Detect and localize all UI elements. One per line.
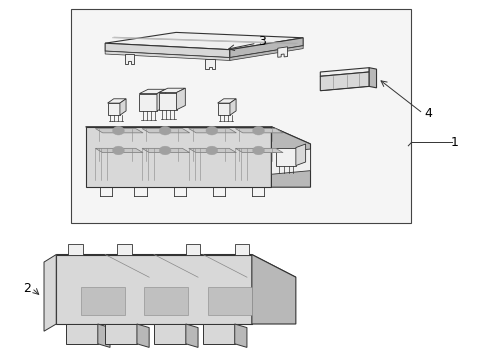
Polygon shape — [98, 324, 110, 347]
Polygon shape — [159, 88, 185, 93]
Polygon shape — [176, 88, 185, 110]
Polygon shape — [234, 244, 249, 255]
Polygon shape — [185, 324, 198, 347]
Circle shape — [252, 126, 264, 135]
Circle shape — [159, 146, 171, 155]
Polygon shape — [235, 129, 283, 133]
Polygon shape — [44, 255, 56, 331]
Polygon shape — [137, 324, 149, 347]
Polygon shape — [144, 287, 188, 315]
Bar — [71, 9, 410, 223]
Polygon shape — [95, 129, 142, 133]
Polygon shape — [217, 103, 229, 115]
Polygon shape — [117, 244, 132, 255]
Polygon shape — [95, 148, 142, 153]
Circle shape — [205, 146, 217, 155]
Polygon shape — [85, 127, 310, 144]
Polygon shape — [159, 93, 176, 110]
Polygon shape — [271, 127, 310, 187]
Polygon shape — [205, 59, 215, 69]
Polygon shape — [68, 244, 83, 255]
Text: 3: 3 — [257, 35, 265, 48]
Polygon shape — [142, 148, 189, 153]
Polygon shape — [105, 51, 229, 60]
Polygon shape — [234, 324, 246, 347]
Polygon shape — [368, 68, 376, 88]
Polygon shape — [81, 287, 124, 315]
Polygon shape — [56, 255, 295, 277]
Polygon shape — [157, 89, 165, 111]
Polygon shape — [56, 255, 251, 324]
Polygon shape — [188, 148, 236, 153]
Polygon shape — [185, 244, 200, 255]
Polygon shape — [142, 129, 189, 133]
Polygon shape — [188, 129, 236, 133]
Polygon shape — [229, 99, 236, 115]
Polygon shape — [217, 99, 236, 103]
Polygon shape — [124, 54, 134, 64]
Polygon shape — [66, 324, 98, 344]
Circle shape — [112, 126, 124, 135]
Text: 4: 4 — [423, 107, 431, 120]
Polygon shape — [320, 68, 368, 76]
Polygon shape — [203, 324, 234, 344]
Polygon shape — [277, 47, 287, 57]
Text: 1: 1 — [450, 136, 458, 149]
Polygon shape — [105, 324, 137, 344]
Polygon shape — [85, 127, 271, 187]
Polygon shape — [235, 148, 283, 153]
Polygon shape — [229, 38, 303, 58]
Polygon shape — [154, 324, 185, 344]
Circle shape — [205, 126, 217, 135]
Polygon shape — [320, 72, 368, 91]
Circle shape — [252, 146, 264, 155]
Polygon shape — [120, 99, 126, 115]
Polygon shape — [276, 148, 295, 166]
Polygon shape — [207, 287, 251, 315]
Polygon shape — [105, 43, 229, 58]
Polygon shape — [295, 144, 305, 166]
Polygon shape — [229, 46, 303, 60]
Polygon shape — [271, 149, 310, 174]
Circle shape — [159, 126, 171, 135]
Polygon shape — [107, 103, 120, 115]
Text: 2: 2 — [23, 282, 31, 294]
Polygon shape — [251, 255, 295, 324]
Polygon shape — [107, 99, 126, 103]
Polygon shape — [139, 94, 157, 111]
Polygon shape — [139, 89, 165, 94]
Circle shape — [112, 146, 124, 155]
Polygon shape — [105, 32, 303, 50]
